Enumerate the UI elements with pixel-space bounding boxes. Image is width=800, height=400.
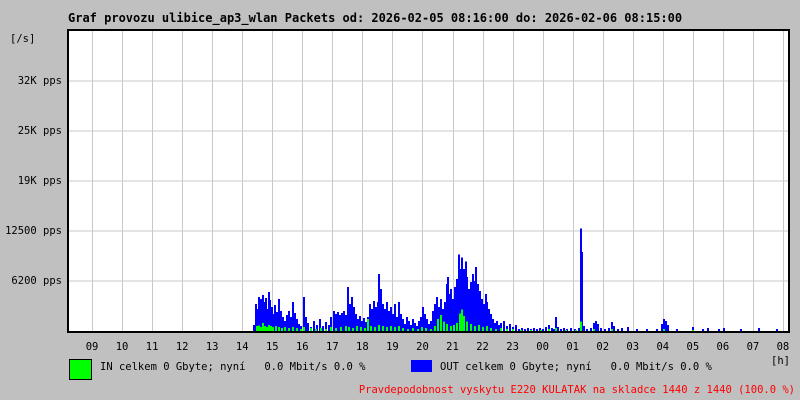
x-tick-label: 11 xyxy=(145,341,159,353)
y-tick-label: 19K pps xyxy=(17,175,62,187)
x-tick-label: 21 xyxy=(446,341,459,353)
x-tick-label: 02 xyxy=(596,341,610,353)
x-tick-label: 09 xyxy=(85,341,99,353)
legend-in-swatch xyxy=(69,359,92,380)
x-tick-label: 13 xyxy=(205,341,219,353)
x-tick-label: 04 xyxy=(656,341,670,353)
x-tick-label: 23 xyxy=(506,341,519,353)
y-tick-label: 6200 pps xyxy=(11,275,62,287)
x-tick-label: 05 xyxy=(686,341,700,353)
x-tick-label: 01 xyxy=(566,341,579,353)
legend-out-swatch xyxy=(411,360,432,372)
y-axis-unit-label: [/s] xyxy=(10,33,36,45)
x-axis-unit-label: [h] xyxy=(771,355,790,367)
x-tick-label: 07 xyxy=(746,341,760,353)
x-tick-label: 16 xyxy=(295,341,309,353)
footer-probability-note: Pravdepodobnost vyskytu E220 KULATAK na … xyxy=(358,384,795,396)
x-tick-label: 18 xyxy=(356,341,369,353)
x-tick-label: 17 xyxy=(326,341,339,353)
y-tick-label: 12500 pps xyxy=(5,225,62,237)
x-tick-label: 00 xyxy=(536,341,549,353)
x-tick-label: 15 xyxy=(265,341,279,353)
graph-title: Graf provozu ulibice_ap3_wlan Packets od… xyxy=(68,11,683,25)
x-tick-label: 12 xyxy=(175,341,189,353)
x-tick-label: 06 xyxy=(716,341,730,353)
x-tick-label: 14 xyxy=(235,341,249,353)
legend-in-label: IN celkem 0 Gbyte; nyní 0.0 Mbit/s 0.0 % xyxy=(100,361,366,373)
x-tick-label: 19 xyxy=(386,341,399,353)
plot-svg xyxy=(69,31,788,331)
x-tick-label: 20 xyxy=(416,341,429,353)
plot-area xyxy=(67,29,790,333)
x-tick-label: 08 xyxy=(776,341,790,353)
x-tick-label: 03 xyxy=(626,341,640,353)
x-tick-label: 22 xyxy=(476,341,489,353)
legend-out-label: OUT celkem 0 Gbyte; nyní 0.0 Mbit/s 0.0 … xyxy=(440,361,712,373)
y-tick-label: 25K pps xyxy=(17,125,62,137)
x-tick-label: 10 xyxy=(115,341,129,353)
y-tick-label: 32K pps xyxy=(17,75,62,87)
